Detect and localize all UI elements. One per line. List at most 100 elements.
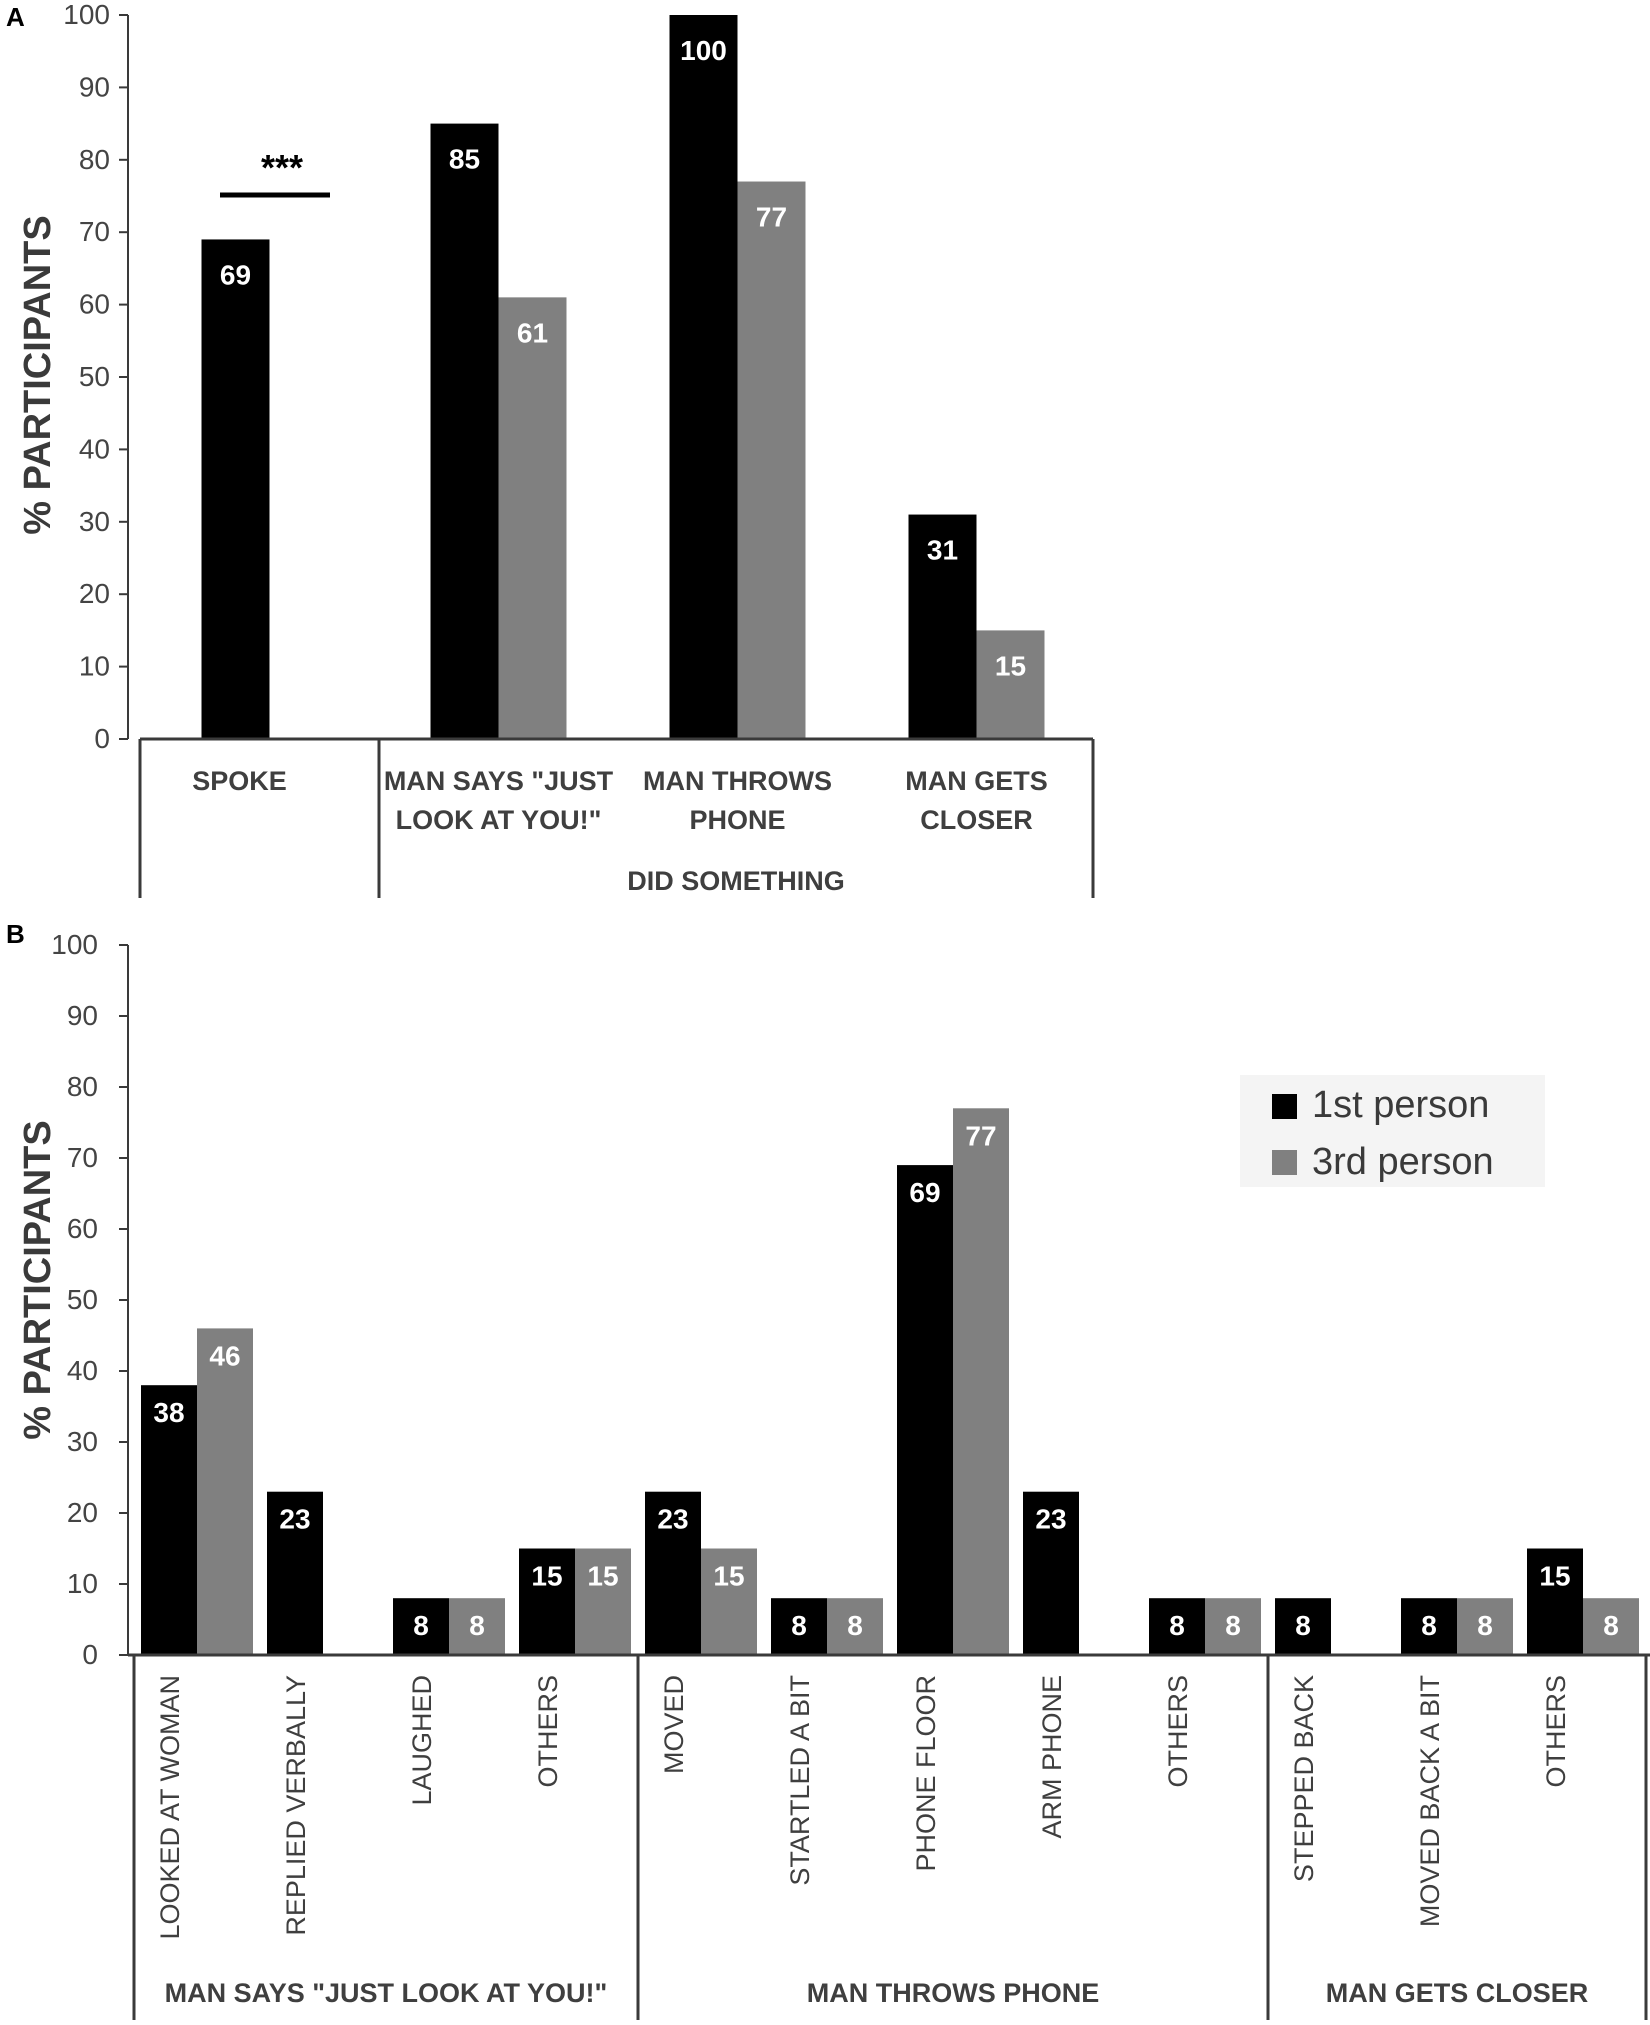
panel-b-bar-3rd-others (1205, 1598, 1261, 1655)
panel-b-bar-1st-others (1149, 1598, 1205, 1655)
panel-b: B % PARTICIPANTS 0102030405060708090100 … (6, 919, 1650, 2020)
panel-b-category-label: STEPPED BACK (1289, 1675, 1319, 1882)
panel-b-y-tick-label: 10 (67, 1568, 98, 1599)
panel-a-y-tick-label: 60 (79, 289, 110, 320)
panel-b-category-label: OTHERS (533, 1675, 563, 1788)
panel-b-category-label: OTHERS (1163, 1675, 1193, 1788)
panel-a-category-label: MAN GETS (905, 766, 1048, 796)
panel-b-category-label: LOOKED AT WOMAN (155, 1675, 185, 1940)
panel-a-label: A (6, 2, 25, 32)
panel-a-y-tick-label: 40 (79, 433, 110, 464)
panel-a-value-label: 31 (927, 535, 958, 566)
panel-a-category-label: MAN THROWS (643, 766, 832, 796)
panel-b-y-tick-label: 40 (67, 1355, 98, 1386)
panel-a-y-tick-label: 20 (79, 578, 110, 609)
panel-b-bar-1st-laughed (393, 1598, 449, 1655)
panel-a-y-tick-label: 0 (94, 723, 110, 754)
panel-a-bars: 69 85 61 100 77 31 15 (201, 15, 1045, 740)
panel-b-category-label: MOVED BACK A BIT (1415, 1675, 1445, 1927)
panel-b-value-label: 8 (469, 1610, 485, 1641)
panel-b-bar-3rd-phone-floor (953, 1108, 1009, 1655)
panel-b-bar-1st-arm-phone (1023, 1491, 1079, 1655)
panel-b-value-label: 15 (531, 1561, 562, 1592)
panel-b-y-tick-label: 50 (67, 1284, 98, 1315)
legend-label-3rd-person: 3rd person (1312, 1141, 1494, 1183)
panel-a-y-tick-label: 10 (79, 651, 110, 682)
panel-b-value-label: 38 (153, 1397, 184, 1428)
panel-b-bar-1st-others (1527, 1548, 1583, 1655)
legend-label-1st-person: 1st person (1312, 1084, 1489, 1126)
panel-b-category-label: STARTLED A BIT (785, 1675, 815, 1886)
panel-b-value-label: 8 (1421, 1610, 1437, 1641)
panel-b-value-label: 15 (713, 1561, 744, 1592)
panel-b-value-label: 8 (1225, 1610, 1241, 1641)
panel-a-category-label: SPOKE (192, 766, 287, 796)
panel-b-y-tick-label: 30 (67, 1426, 98, 1457)
panel-b-category-label: ARM PHONE (1037, 1675, 1067, 1839)
panel-a-bar-1st-man-says-just-look-at-you (430, 123, 499, 740)
panel-a-category-label: LOOK AT YOU!" (396, 805, 602, 835)
panel-b-y-tick-label: 60 (67, 1213, 98, 1244)
panel-a-y-tick-label: 100 (63, 0, 110, 30)
panel-a-y-axis-title: % PARTICIPANTS (17, 215, 59, 535)
panel-a-value-label: 100 (680, 35, 727, 66)
panel-a-value-label: 85 (449, 144, 480, 175)
panel-a-bar-1st-spoke (201, 239, 270, 739)
panel-b-value-label: 15 (587, 1561, 618, 1592)
panel-b-y-axis-title: % PARTICIPANTS (17, 1120, 59, 1440)
panel-b-group-label: MAN SAYS "JUST LOOK AT YOU!" (165, 1978, 608, 2008)
panel-b-bar-1st-stepped-back (1275, 1598, 1331, 1655)
panel-a-y-tick-label: 30 (79, 506, 110, 537)
panel-b-y-tick-label: 0 (82, 1639, 98, 1670)
panel-b-value-label: 8 (1169, 1610, 1185, 1641)
panel-b-value-label: 23 (1035, 1504, 1066, 1535)
panel-b-value-label: 23 (657, 1504, 688, 1535)
legend-swatch-1st-person (1272, 1094, 1297, 1119)
significance-stars: *** (261, 147, 303, 188)
legend-swatch-3rd-person (1272, 1150, 1297, 1175)
panel-a-y-tick-label: 70 (79, 216, 110, 247)
panel-b-bar-3rd-others (575, 1548, 631, 1655)
panel-a-bar-3rd-man-throws-phone (737, 181, 806, 739)
panel-b-y-tick-label: 90 (67, 1000, 98, 1031)
panel-a-value-label: 69 (220, 259, 251, 290)
panel-a-category-axis: SPOKE MAN SAYS "JUST LOOK AT YOU!" MAN THRO… (138, 737, 1095, 898)
panel-b-category-label: PHONE FLOOR (911, 1675, 941, 1872)
panel-b-bar-3rd-moved-back-a-bit (1457, 1598, 1513, 1655)
panel-b-bar-3rd-laughed (449, 1598, 505, 1655)
panel-a-category-label: PHONE (689, 805, 785, 835)
panel-b-value-label: 8 (847, 1610, 863, 1641)
panel-b-bar-1st-moved-back-a-bit (1401, 1598, 1457, 1655)
panel-b-category-label: LAUGHED (407, 1675, 437, 1806)
panel-a-y-axis: 0 10 20 30 40 50 60 70 80 90 100 (63, 0, 129, 754)
panel-a-category-label: MAN SAYS "JUST (384, 766, 614, 796)
panel-b-category-label: OTHERS (1541, 1675, 1571, 1788)
panel-b-bar-1st-phone-floor (897, 1165, 953, 1655)
panel-b-value-label: 23 (279, 1504, 310, 1535)
panel-b-label: B (6, 919, 25, 949)
panel-a-bar-3rd-man-says-just-look-at-you (498, 297, 567, 739)
panel-b-bar-3rd-others (1583, 1598, 1639, 1655)
panel-a-y-tick-label: 50 (79, 361, 110, 392)
panel-b-value-label: 46 (209, 1340, 240, 1371)
panel-b-group-label: MAN GETS CLOSER (1326, 1978, 1589, 2008)
panel-b-value-label: 15 (1539, 1561, 1570, 1592)
legend: 1st person 3rd person (1240, 1075, 1545, 1187)
panel-b-bars: 38 46 23 8 8 15 15 23 15 8 8 69 77 23 8 8 8 8 8 15 8 (141, 1108, 1639, 1655)
panel-b-value-label: 8 (1603, 1610, 1619, 1641)
panel-a-bar-1st-man-throws-phone (669, 15, 738, 739)
panel-b-category-label: MOVED (659, 1675, 689, 1774)
panel-a-bar-3rd-man-gets-closer (976, 630, 1045, 739)
panel-b-bar-3rd-startled-a-bit (827, 1598, 883, 1655)
panel-b-bar-3rd-moved (701, 1548, 757, 1655)
panel-b-bar-1st-moved (645, 1491, 701, 1655)
panel-b-group-label: MAN THROWS PHONE (807, 1978, 1100, 2008)
panel-a-bar-1st-man-gets-closer (908, 514, 977, 739)
panel-b-y-tick-label: 80 (67, 1071, 98, 1102)
panel-b-bar-3rd-looked-at-woman (197, 1328, 253, 1655)
panel-b-value-label: 8 (1477, 1610, 1493, 1641)
panel-b-y-axis: 0 10 20 30 40 50 60 70 80 90 100 (51, 929, 129, 1670)
panel-b-bar-1st-startled-a-bit (771, 1598, 827, 1655)
